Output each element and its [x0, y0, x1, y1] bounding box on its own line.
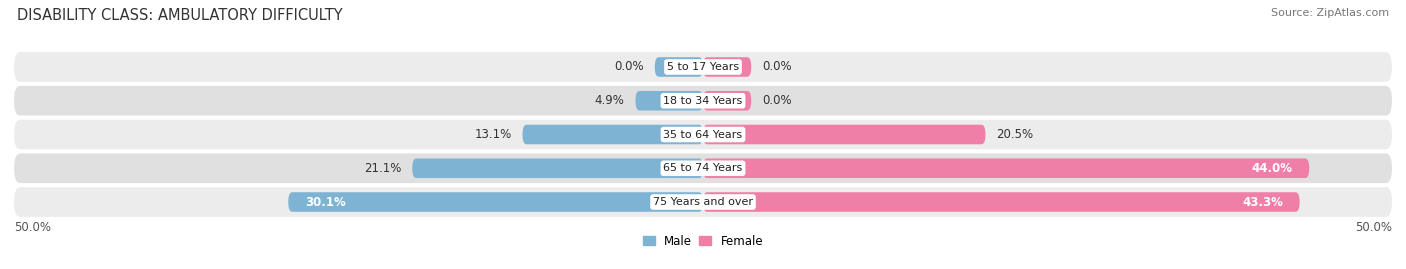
- FancyBboxPatch shape: [703, 91, 751, 111]
- Text: 50.0%: 50.0%: [14, 221, 51, 233]
- FancyBboxPatch shape: [288, 192, 703, 212]
- Text: DISABILITY CLASS: AMBULATORY DIFFICULTY: DISABILITY CLASS: AMBULATORY DIFFICULTY: [17, 8, 343, 23]
- Text: 0.0%: 0.0%: [762, 94, 792, 107]
- FancyBboxPatch shape: [14, 153, 1392, 183]
- Legend: Male, Female: Male, Female: [638, 230, 768, 253]
- FancyBboxPatch shape: [14, 52, 1392, 82]
- FancyBboxPatch shape: [14, 120, 1392, 149]
- Text: 35 to 64 Years: 35 to 64 Years: [664, 129, 742, 140]
- FancyBboxPatch shape: [14, 86, 1392, 116]
- Text: 75 Years and over: 75 Years and over: [652, 197, 754, 207]
- FancyBboxPatch shape: [655, 57, 703, 77]
- Text: 50.0%: 50.0%: [1355, 221, 1392, 233]
- Text: 44.0%: 44.0%: [1251, 162, 1292, 175]
- Text: 0.0%: 0.0%: [614, 61, 644, 73]
- FancyBboxPatch shape: [703, 192, 1299, 212]
- Text: 13.1%: 13.1%: [474, 128, 512, 141]
- FancyBboxPatch shape: [523, 125, 703, 144]
- Text: 20.5%: 20.5%: [997, 128, 1033, 141]
- FancyBboxPatch shape: [703, 158, 1309, 178]
- Text: 18 to 34 Years: 18 to 34 Years: [664, 96, 742, 106]
- Text: 21.1%: 21.1%: [364, 162, 401, 175]
- FancyBboxPatch shape: [703, 57, 751, 77]
- FancyBboxPatch shape: [703, 125, 986, 144]
- Text: 65 to 74 Years: 65 to 74 Years: [664, 163, 742, 173]
- Text: 30.1%: 30.1%: [305, 196, 346, 208]
- Text: 43.3%: 43.3%: [1243, 196, 1284, 208]
- FancyBboxPatch shape: [412, 158, 703, 178]
- Text: Source: ZipAtlas.com: Source: ZipAtlas.com: [1271, 8, 1389, 18]
- Text: 0.0%: 0.0%: [762, 61, 792, 73]
- Text: 4.9%: 4.9%: [595, 94, 624, 107]
- Text: 5 to 17 Years: 5 to 17 Years: [666, 62, 740, 72]
- FancyBboxPatch shape: [14, 187, 1392, 217]
- FancyBboxPatch shape: [636, 91, 703, 111]
